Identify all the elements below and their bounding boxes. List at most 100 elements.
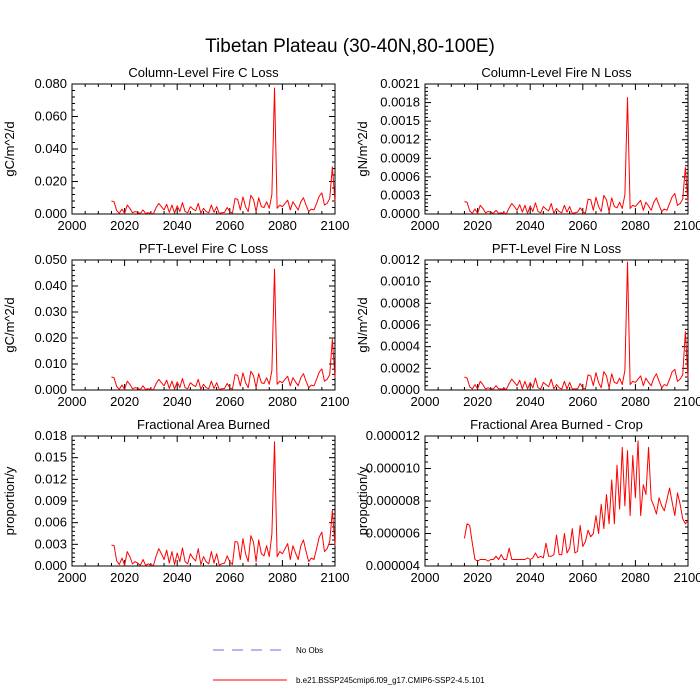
x-tick-label: 2020 bbox=[463, 394, 492, 409]
y-tick-label: 0.0003 bbox=[380, 187, 420, 202]
panel-2: Column-Level Fire N Loss gN/m^2/d 2000 2020… bbox=[355, 65, 700, 233]
x-tick-label: 2100 bbox=[674, 570, 700, 585]
y-tick-label: 0.000012 bbox=[366, 428, 420, 443]
x-tick-label: 2000 bbox=[411, 394, 440, 409]
panel-3: PFT-Level Fire C Loss gC/m^2/d 2000 2020 204… bbox=[2, 241, 349, 409]
y-tick-label: 0.003 bbox=[34, 536, 67, 551]
y-tick-label: 0.080 bbox=[34, 76, 67, 91]
y-tick-label: 0.012 bbox=[34, 471, 67, 486]
x-tick-label: 2100 bbox=[321, 218, 350, 233]
series-line-model bbox=[111, 441, 336, 566]
y-tick-label: 0.000 bbox=[34, 558, 67, 573]
y-axis-label: gC/m^2/d bbox=[2, 297, 17, 352]
y-tick-label: 0.006 bbox=[34, 515, 67, 530]
legend: No Obs b.e21.BSSP245cmip6.f09_g17.CMIP6-… bbox=[213, 646, 485, 685]
x-tick-label: 2040 bbox=[516, 570, 545, 585]
y-tick-label: 0.018 bbox=[34, 428, 67, 443]
y-tick-label: 0.0000 bbox=[380, 382, 420, 397]
x-tick-label: 2020 bbox=[110, 218, 139, 233]
series-line-model bbox=[464, 261, 689, 390]
x-tick-label: 2100 bbox=[321, 394, 350, 409]
y-tick-label: 0.040 bbox=[34, 141, 67, 156]
plot-frame bbox=[71, 435, 336, 567]
x-tick-label: 2080 bbox=[268, 570, 297, 585]
panel-6: Fractional Area Burned - Crop proportion/… bbox=[355, 417, 700, 585]
y-tick-label: 0.0009 bbox=[380, 150, 420, 165]
x-tick-label: 2000 bbox=[58, 394, 87, 409]
y-tick-label: 0.009 bbox=[34, 493, 67, 508]
x-tick-label: 2080 bbox=[621, 570, 650, 585]
y-tick-label: 0.040 bbox=[34, 278, 67, 293]
x-tick-label: 2040 bbox=[516, 218, 545, 233]
y-tick-label: 0.0018 bbox=[380, 95, 420, 110]
x-tick-label: 2080 bbox=[621, 218, 650, 233]
x-tick-label: 2000 bbox=[58, 218, 87, 233]
plot-frame bbox=[71, 259, 336, 391]
panel-title: PFT-Level Fire N Loss bbox=[492, 241, 622, 256]
y-axis-label: gC/m^2/d bbox=[2, 121, 17, 176]
x-tick-label: 2020 bbox=[110, 570, 139, 585]
x-tick-label: 2040 bbox=[163, 394, 192, 409]
panel-title: Column-Level Fire N Loss bbox=[481, 65, 632, 80]
x-tick-label: 2100 bbox=[674, 394, 700, 409]
x-tick-label: 2020 bbox=[463, 218, 492, 233]
panel-5: Fractional Area Burned proportion/y 2000 20… bbox=[2, 417, 349, 585]
series-line-model bbox=[111, 87, 336, 215]
x-tick-label: 2000 bbox=[58, 570, 87, 585]
x-tick-label: 2100 bbox=[321, 570, 350, 585]
panel-title: Fractional Area Burned - Crop bbox=[470, 417, 643, 432]
y-axis-label: gN/m^2/d bbox=[355, 121, 370, 176]
legend-model-label: b.e21.BSSP245cmip6.f09_g17.CMIP6-SSP2-4.… bbox=[296, 676, 485, 685]
y-tick-label: 0.015 bbox=[34, 450, 67, 465]
y-tick-label: 0.000 bbox=[34, 382, 67, 397]
x-tick-label: 2060 bbox=[215, 570, 244, 585]
y-tick-label: 0.0012 bbox=[380, 132, 420, 147]
panel-4: PFT-Level Fire N Loss gN/m^2/d 2000 2020 204… bbox=[355, 241, 700, 409]
y-axis-label: gN/m^2/d bbox=[355, 297, 370, 352]
y-tick-label: 0.0006 bbox=[380, 169, 420, 184]
x-tick-label: 2080 bbox=[621, 394, 650, 409]
y-tick-label: 0.060 bbox=[34, 109, 67, 124]
y-axis-label: proportion/y bbox=[355, 466, 370, 535]
x-tick-label: 2020 bbox=[110, 394, 139, 409]
y-tick-label: 0.000010 bbox=[366, 461, 420, 476]
x-tick-label: 2000 bbox=[411, 218, 440, 233]
y-tick-label: 0.000004 bbox=[366, 558, 420, 573]
y-tick-label: 0.0004 bbox=[380, 339, 420, 354]
panel-1: Column-Level Fire C Loss gC/m^2/d 2000 2020… bbox=[2, 65, 349, 233]
y-tick-label: 0.000006 bbox=[366, 526, 420, 541]
plot-frame bbox=[71, 83, 336, 215]
panel-title: Column-Level Fire C Loss bbox=[128, 65, 279, 80]
x-tick-label: 2060 bbox=[568, 394, 597, 409]
y-tick-label: 0.0015 bbox=[380, 113, 420, 128]
y-tick-label: 0.020 bbox=[34, 330, 67, 345]
x-tick-label: 2040 bbox=[516, 394, 545, 409]
x-tick-label: 2040 bbox=[163, 218, 192, 233]
x-tick-label: 2000 bbox=[411, 570, 440, 585]
series-line-model bbox=[463, 440, 689, 562]
x-tick-label: 2020 bbox=[463, 570, 492, 585]
x-tick-label: 2040 bbox=[163, 570, 192, 585]
y-tick-label: 0.0010 bbox=[380, 274, 420, 289]
y-tick-label: 0.0002 bbox=[380, 360, 420, 375]
y-tick-label: 0.030 bbox=[34, 304, 67, 319]
panel-title: Fractional Area Burned bbox=[137, 417, 270, 432]
y-tick-label: 0.000008 bbox=[366, 493, 420, 508]
series-line-model bbox=[111, 268, 336, 390]
x-tick-label: 2100 bbox=[674, 218, 700, 233]
y-tick-label: 0.010 bbox=[34, 356, 67, 371]
x-tick-label: 2080 bbox=[268, 218, 297, 233]
y-tick-label: 0.000 bbox=[34, 206, 67, 221]
series-line-model bbox=[464, 97, 689, 214]
y-tick-label: 0.0000 bbox=[380, 206, 420, 221]
panel-title: PFT-Level Fire C Loss bbox=[139, 241, 269, 256]
legend-obs-label: No Obs bbox=[296, 646, 323, 655]
y-tick-label: 0.0012 bbox=[380, 252, 420, 267]
y-tick-label: 0.0006 bbox=[380, 317, 420, 332]
y-tick-label: 0.050 bbox=[34, 252, 67, 267]
x-tick-label: 2060 bbox=[215, 218, 244, 233]
x-tick-label: 2080 bbox=[268, 394, 297, 409]
x-tick-label: 2060 bbox=[568, 570, 597, 585]
y-tick-label: 0.0021 bbox=[380, 76, 420, 91]
